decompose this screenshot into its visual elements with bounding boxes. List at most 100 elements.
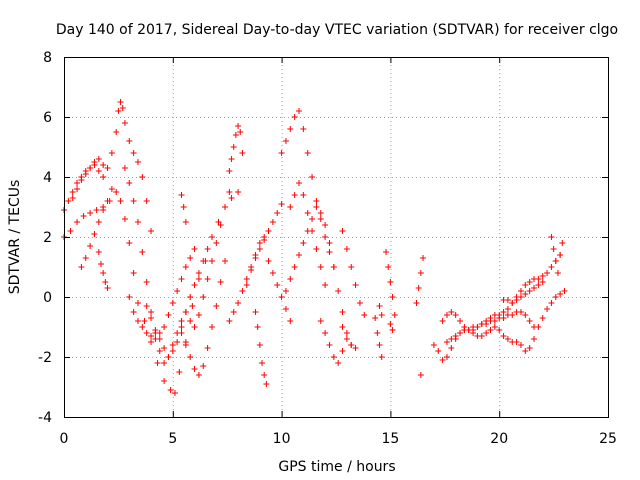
data-point — [152, 327, 159, 333]
data-point — [491, 318, 498, 324]
data-point — [167, 387, 174, 393]
data-point — [378, 354, 385, 360]
data-point — [130, 270, 137, 276]
data-point — [139, 174, 146, 180]
x-axis-label: GPS time / hours — [278, 459, 395, 475]
data-point — [195, 270, 202, 276]
data-point — [287, 318, 294, 324]
data-point — [415, 285, 422, 291]
data-point — [178, 324, 185, 330]
data-point — [265, 258, 272, 264]
data-point — [104, 198, 111, 204]
data-point — [376, 303, 383, 309]
data-point — [439, 357, 446, 363]
data-point — [274, 282, 281, 288]
data-point — [535, 276, 542, 282]
data-point — [126, 240, 133, 246]
data-point — [87, 210, 94, 216]
data-point — [278, 150, 285, 156]
data-point — [526, 318, 533, 324]
data-point — [91, 231, 98, 237]
data-point — [178, 318, 185, 324]
data-point — [171, 390, 178, 396]
data-point — [256, 240, 263, 246]
data-point — [148, 315, 155, 321]
data-point — [115, 108, 122, 114]
data-point — [500, 309, 507, 315]
x-tick-labels: 0 5 10 15 20 25 — [60, 431, 617, 447]
data-point — [208, 258, 215, 264]
data-point — [457, 318, 464, 324]
data-point — [95, 219, 102, 225]
data-point — [108, 150, 115, 156]
data-point — [513, 339, 520, 345]
data-point — [278, 201, 285, 207]
data-point — [187, 354, 194, 360]
data-point — [191, 366, 198, 372]
data-point — [178, 276, 185, 282]
data-point — [80, 213, 87, 219]
data-point — [121, 120, 128, 126]
data-point — [313, 198, 320, 204]
data-point — [522, 348, 529, 354]
data-point — [222, 204, 229, 210]
data-point — [263, 381, 270, 387]
data-point — [317, 216, 324, 222]
data-point — [389, 327, 396, 333]
data-point — [309, 216, 316, 222]
data-point — [174, 288, 181, 294]
data-point — [256, 246, 263, 252]
data-point — [374, 330, 381, 336]
data-point — [165, 354, 172, 360]
data-point — [148, 339, 155, 345]
data-point — [261, 234, 268, 240]
data-point — [100, 270, 107, 276]
data-point — [95, 168, 102, 174]
data-point — [126, 138, 133, 144]
data-point — [130, 309, 137, 315]
data-point — [317, 210, 324, 216]
data-point — [237, 129, 244, 135]
chart-title: Day 140 of 2017, Sidereal Day-to-day VTE… — [56, 22, 618, 38]
data-point — [452, 333, 459, 339]
data-point — [352, 282, 359, 288]
data-point — [143, 279, 150, 285]
data-point — [557, 291, 564, 297]
data-point — [552, 294, 559, 300]
data-point — [526, 345, 533, 351]
data-point — [117, 198, 124, 204]
data-point — [291, 192, 298, 198]
data-point — [326, 240, 333, 246]
data-point — [187, 318, 194, 324]
data-point — [87, 165, 94, 171]
data-point — [130, 150, 137, 156]
data-point — [430, 342, 437, 348]
data-point — [254, 324, 261, 330]
data-point — [500, 315, 507, 321]
data-point — [339, 348, 346, 354]
data-point — [121, 165, 128, 171]
data-point — [378, 312, 385, 318]
y-tick-label: -2 — [38, 350, 52, 366]
data-point — [513, 297, 520, 303]
data-point — [82, 255, 89, 261]
data-point — [509, 312, 516, 318]
data-point — [195, 372, 202, 378]
data-point — [313, 246, 320, 252]
data-point — [187, 294, 194, 300]
data-point — [182, 342, 189, 348]
data-point — [143, 303, 150, 309]
data-point — [274, 210, 281, 216]
data-point — [69, 189, 76, 195]
data-point — [296, 180, 303, 186]
data-point — [200, 363, 207, 369]
data-point — [204, 246, 211, 252]
data-point — [309, 174, 316, 180]
y-tick-label: 0 — [43, 290, 52, 306]
data-point — [483, 330, 490, 336]
y-tick-label: 6 — [43, 110, 52, 126]
data-point — [178, 192, 185, 198]
data-point — [478, 333, 485, 339]
data-point — [134, 300, 141, 306]
data-point — [230, 144, 237, 150]
